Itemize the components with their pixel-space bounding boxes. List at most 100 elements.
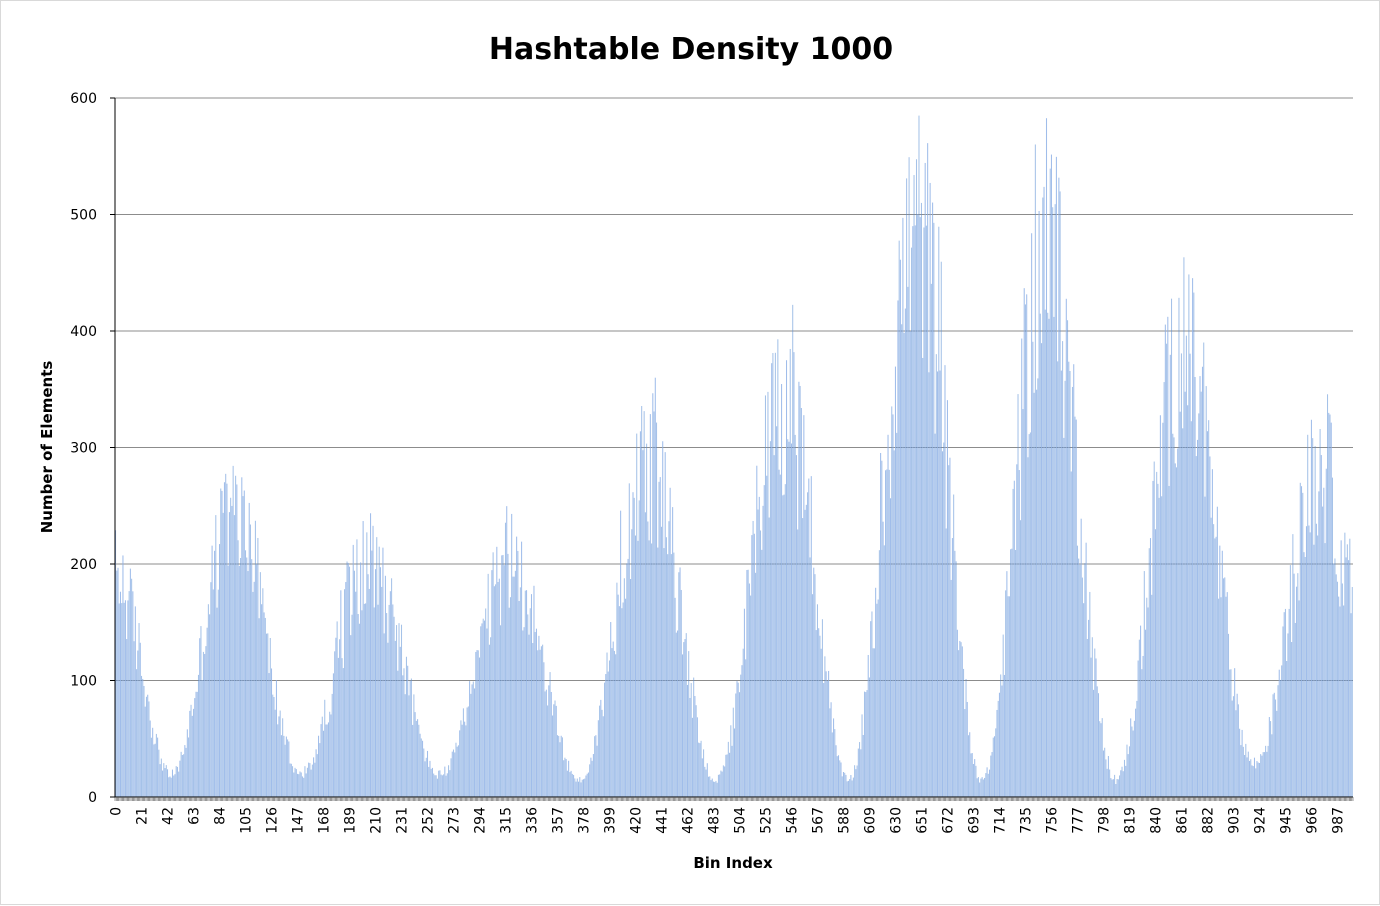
- bar: [529, 608, 531, 797]
- bar: [404, 694, 406, 797]
- bar: [1070, 471, 1072, 797]
- bar: [886, 469, 888, 797]
- bar: [1348, 560, 1350, 797]
- bar: [945, 528, 947, 797]
- bar: [946, 400, 948, 797]
- bar: [1120, 770, 1122, 797]
- bar: [1164, 324, 1166, 797]
- bar: [727, 741, 729, 797]
- bar: [712, 781, 714, 797]
- bar: [672, 507, 674, 797]
- bar: [996, 709, 998, 797]
- bar: [1163, 382, 1165, 797]
- bar: [148, 701, 150, 797]
- bar: [1088, 619, 1090, 797]
- bar: [863, 691, 866, 797]
- x-tick-label: 693: [967, 807, 983, 834]
- x-tick-label: 336: [525, 807, 541, 834]
- x-tick-label: 483: [707, 807, 723, 834]
- bar: [975, 765, 977, 797]
- bar: [925, 225, 927, 797]
- bar: [1272, 694, 1274, 797]
- bar: [649, 414, 651, 797]
- bar: [348, 566, 351, 797]
- bar: [118, 603, 120, 797]
- x-tick-label: 294: [473, 807, 489, 834]
- bar: [176, 766, 178, 797]
- bar: [1229, 669, 1231, 797]
- bar: [465, 725, 467, 797]
- bar: [1140, 625, 1142, 797]
- bar: [684, 639, 686, 797]
- bar: [849, 779, 851, 797]
- bar: [206, 627, 208, 797]
- bar: [573, 774, 575, 797]
- bar: [185, 747, 187, 797]
- bar: [528, 634, 530, 797]
- bar: [857, 748, 859, 797]
- bar: [1057, 361, 1059, 797]
- bar: [502, 554, 504, 797]
- bar: [679, 567, 681, 797]
- bar: [512, 576, 514, 797]
- bar: [1338, 596, 1340, 797]
- x-tick-label: 735: [1019, 807, 1035, 834]
- bar: [548, 685, 550, 797]
- bar: [566, 770, 568, 797]
- bar: [1138, 639, 1140, 797]
- x-tick-label: 399: [603, 807, 619, 834]
- bars: [115, 115, 1353, 798]
- bar: [963, 668, 965, 797]
- bar: [407, 665, 409, 797]
- bar: [1169, 354, 1171, 797]
- bar: [1271, 734, 1273, 797]
- bar: [741, 665, 743, 797]
- bar: [1235, 710, 1237, 797]
- bar: [625, 598, 627, 797]
- x-tick-label: 210: [369, 807, 385, 834]
- bar: [1096, 686, 1098, 797]
- bar: [303, 777, 305, 797]
- bar: [878, 550, 880, 797]
- bar: [589, 764, 591, 797]
- x-tick-label: 861: [1175, 807, 1191, 834]
- bar: [579, 777, 581, 797]
- bar: [1275, 699, 1277, 797]
- bar: [196, 691, 198, 797]
- y-tick-label: 300: [70, 441, 97, 457]
- bar: [606, 652, 608, 797]
- x-tick-label: 504: [733, 807, 749, 834]
- bar: [1033, 392, 1035, 797]
- bar: [521, 541, 523, 797]
- x-tick-label: 651: [915, 807, 931, 834]
- bar: [377, 604, 379, 797]
- bar: [233, 515, 235, 797]
- bar: [1171, 298, 1173, 797]
- bar: [907, 286, 909, 797]
- bar: [420, 738, 422, 797]
- bar: [1281, 665, 1283, 797]
- bar: [1041, 343, 1043, 797]
- bar: [1350, 613, 1352, 797]
- bar: [1189, 353, 1191, 797]
- bar: [839, 760, 841, 797]
- bar: [117, 567, 119, 797]
- bar: [1198, 413, 1200, 797]
- bar: [896, 432, 898, 797]
- bar: [1255, 768, 1257, 797]
- bar: [346, 561, 348, 797]
- bar: [1026, 294, 1028, 797]
- bar: [155, 733, 157, 797]
- bar: [1146, 597, 1148, 797]
- bar: [173, 775, 175, 797]
- bar: [685, 633, 687, 797]
- bar: [982, 779, 984, 797]
- bar: [734, 728, 736, 797]
- bar: [823, 683, 825, 797]
- bar: [1161, 496, 1163, 797]
- bar: [434, 775, 436, 797]
- bar: [632, 492, 634, 797]
- bar: [1297, 573, 1299, 797]
- bar: [1327, 394, 1329, 797]
- bar: [1007, 596, 1009, 797]
